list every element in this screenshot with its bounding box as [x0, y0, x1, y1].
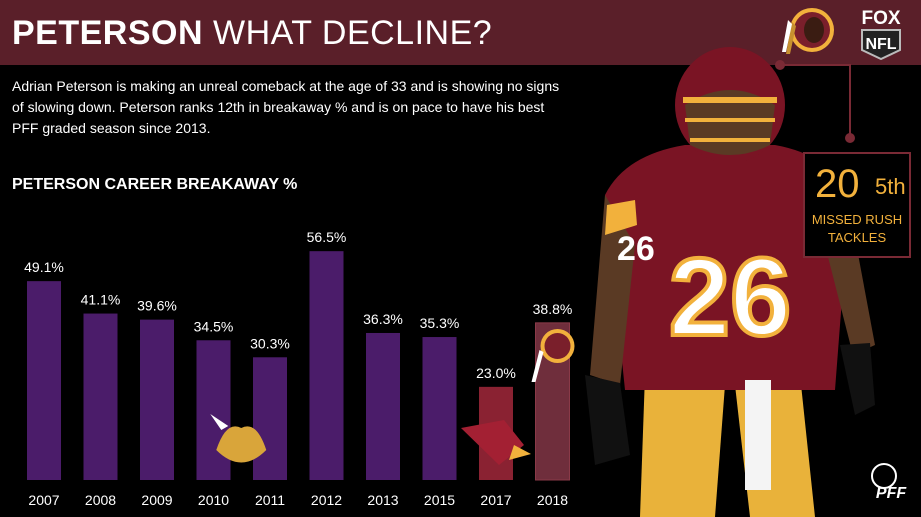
bar-2015: [422, 337, 457, 480]
bar-2008: [83, 313, 118, 480]
vikings-logo-icon: [210, 414, 267, 463]
title-light: WHAT DECLINE?: [213, 14, 493, 52]
category-label-2012: 2012: [311, 492, 342, 508]
stat-label-line2: TACKLES: [827, 230, 887, 245]
value-label-2007: 49.1%: [24, 259, 64, 275]
value-label-2018: 38.8%: [533, 301, 573, 317]
value-label-2009: 39.6%: [137, 298, 177, 314]
value-label-2017: 23.0%: [476, 365, 516, 381]
fox-nfl-logo-icon: FOX NFL: [861, 8, 901, 60]
bar-2007: [27, 281, 61, 480]
stat-box: 20 5th MISSED RUSH TACKLES: [803, 152, 911, 258]
sleeve-number: 26: [617, 230, 655, 268]
pff-text: PFF: [876, 485, 907, 502]
pff-logo-icon: PFF: [871, 463, 907, 502]
fox-text: FOX: [861, 8, 900, 29]
value-label-2010: 34.5%: [194, 318, 234, 334]
value-label-2008: 41.1%: [81, 292, 121, 308]
chart-title: PETERSON CAREER BREAKAWAY %: [12, 176, 298, 193]
cardinals-logo-icon: [461, 420, 531, 465]
stat-value: 20: [815, 162, 860, 206]
bar-2009: [140, 319, 174, 480]
category-label-2013: 2013: [367, 492, 398, 508]
category-label-2015: 2015: [424, 492, 455, 508]
nfl-text: NFL: [865, 36, 896, 53]
category-label-2007: 2007: [28, 492, 59, 508]
category-label-2018: 2018: [537, 492, 568, 508]
category-label-2011: 2011: [255, 492, 285, 508]
page-title: PETERSON WHAT DECLINE?: [12, 14, 492, 53]
value-label-2012: 56.5%: [307, 229, 347, 245]
stat-label-line1: MISSED RUSH: [811, 212, 903, 227]
jersey-number: 26: [669, 236, 791, 359]
bar-2013: [366, 332, 400, 480]
category-label-2010: 2010: [198, 492, 229, 508]
category-label-2008: 2008: [85, 492, 116, 508]
value-label-2013: 36.3%: [363, 311, 403, 327]
bar-2012: [309, 251, 344, 480]
redskins-logo-icon: [782, 8, 834, 54]
redskins-bar-logo-icon: [531, 329, 575, 382]
header-banner: PETERSON WHAT DECLINE?: [0, 0, 921, 65]
player-illustration: 26 26: [585, 47, 875, 517]
description-text: Adrian Peterson is making an unreal come…: [12, 78, 560, 136]
bar-2010: [196, 340, 231, 480]
category-label-2009: 2009: [141, 492, 172, 508]
title-bold: PETERSON: [12, 14, 204, 52]
bar-2011: [253, 357, 287, 480]
stat-rank: 5th: [875, 174, 906, 199]
stat-connector: [775, 60, 855, 143]
category-label-2017: 2017: [480, 492, 511, 508]
value-label-2011: 30.3%: [250, 335, 290, 351]
value-label-2015: 35.3%: [420, 315, 460, 331]
